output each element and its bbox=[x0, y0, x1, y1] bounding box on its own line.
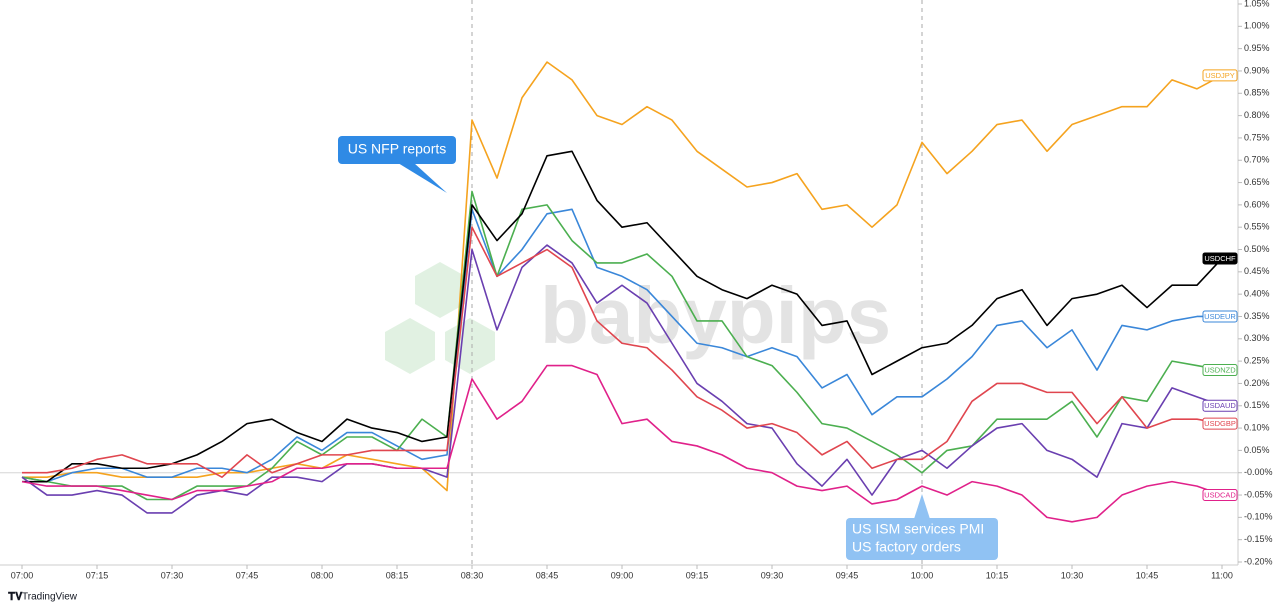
y-tick-label: 0.45% bbox=[1244, 266, 1270, 276]
nfp-callout: US NFP reports bbox=[338, 136, 456, 193]
x-tick-label: 07:00 bbox=[11, 570, 34, 580]
plot-area bbox=[0, 61, 1238, 523]
y-tick-label: 0.40% bbox=[1244, 289, 1270, 299]
y-tick-label: 0.25% bbox=[1244, 355, 1270, 365]
y-tick-label: -0.20% bbox=[1244, 556, 1273, 566]
series-label-box bbox=[1202, 364, 1238, 377]
y-tick-label: 0.05% bbox=[1244, 445, 1270, 455]
series-label: USDCHF bbox=[1204, 254, 1236, 263]
x-tick-label: 09:30 bbox=[761, 570, 784, 580]
series-label-box bbox=[1202, 69, 1238, 82]
x-tick-label: 09:15 bbox=[686, 570, 709, 580]
y-tick-label: 0.55% bbox=[1244, 222, 1270, 232]
annotation: US NFP reports bbox=[348, 141, 447, 157]
series-line bbox=[21, 364, 1223, 523]
y-tick-label: 0.60% bbox=[1244, 199, 1270, 209]
x-tick-label: 10:45 bbox=[1136, 570, 1159, 580]
y-tick-label: 0.20% bbox=[1244, 378, 1270, 388]
y-tick-label: 0.35% bbox=[1244, 311, 1270, 321]
series-line bbox=[21, 190, 1223, 501]
series-label-box bbox=[1202, 310, 1238, 323]
series-label-box bbox=[1202, 399, 1238, 412]
series-line bbox=[22, 226, 1223, 478]
x-tick-label: 10:15 bbox=[986, 570, 1009, 580]
series-line bbox=[22, 61, 1223, 492]
x-tick-label: 08:00 bbox=[311, 570, 334, 580]
y-tick-label: 0.65% bbox=[1244, 177, 1270, 187]
series-label-box bbox=[1202, 489, 1238, 502]
svg-text:𝐓𝐕: 𝐓𝐕 bbox=[8, 591, 23, 603]
y-tick-label: 0.85% bbox=[1244, 88, 1270, 98]
y-tick-label: 0.90% bbox=[1244, 65, 1270, 75]
y-tick-label: 1.05% bbox=[1244, 0, 1270, 8]
footer: 𝐓𝐕 TradingView bbox=[8, 591, 78, 603]
x-tick-label: 07:30 bbox=[161, 570, 184, 580]
x-tick-label: 07:15 bbox=[86, 570, 109, 580]
x-tick-label: 07:45 bbox=[236, 570, 259, 580]
x-tick-label: 08:30 bbox=[461, 570, 484, 580]
y-tick-label: 0.15% bbox=[1244, 400, 1270, 410]
series-label: USDGBP bbox=[1204, 419, 1236, 428]
series-label: USDNZD bbox=[1204, 366, 1236, 375]
x-tick-label: 08:15 bbox=[386, 570, 409, 580]
series-line bbox=[21, 208, 1222, 483]
ism-callout: US ISM services PMI US factory orders bbox=[846, 494, 998, 560]
y-tick-label: -0.10% bbox=[1244, 512, 1273, 522]
x-tick-label: 08:45 bbox=[536, 570, 559, 580]
y-tick-label: -0.05% bbox=[1244, 489, 1273, 499]
series-label: USDAUD bbox=[1204, 401, 1236, 410]
y-tick-label: 0.70% bbox=[1244, 155, 1270, 165]
x-tick-label: 10:00 bbox=[911, 570, 934, 580]
y-tick-label: 0.30% bbox=[1244, 333, 1270, 343]
y-tick-label: 0.50% bbox=[1244, 244, 1270, 254]
x-tick-label: 11:00 bbox=[1211, 570, 1233, 580]
series-label-box bbox=[1202, 252, 1238, 265]
series-label-box bbox=[1202, 417, 1238, 430]
series-label: USDJPY bbox=[1205, 71, 1235, 80]
x-tick-label: 09:45 bbox=[836, 570, 859, 580]
y-tick-label: 0.75% bbox=[1244, 132, 1270, 142]
y-tick-label: 1.00% bbox=[1244, 21, 1270, 31]
y-tick-label: -0.00% bbox=[1244, 467, 1273, 477]
y-tick-label: -0.15% bbox=[1244, 534, 1273, 544]
series-line bbox=[22, 150, 1223, 483]
series-label: USDEUR bbox=[1204, 312, 1236, 321]
x-tick-label: 10:30 bbox=[1061, 570, 1084, 580]
y-tick-label: 0.95% bbox=[1244, 43, 1270, 53]
x-tick-label: 09:00 bbox=[611, 570, 634, 580]
series-label: USDCAD bbox=[1204, 491, 1236, 500]
annotation: US factory orders bbox=[852, 539, 961, 555]
source: TradingView bbox=[22, 592, 78, 603]
y-tick-label: 0.80% bbox=[1244, 110, 1270, 120]
y-tick-label: 0.10% bbox=[1244, 422, 1270, 432]
annotation: US ISM services PMI bbox=[852, 521, 984, 537]
